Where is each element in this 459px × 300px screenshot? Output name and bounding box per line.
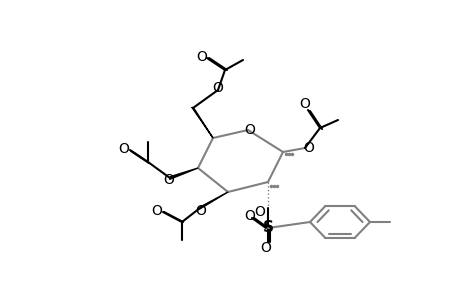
Polygon shape xyxy=(169,168,197,179)
Text: O: O xyxy=(212,81,223,95)
Text: O: O xyxy=(151,204,162,218)
Polygon shape xyxy=(199,192,228,209)
Text: O: O xyxy=(163,173,174,187)
Text: O: O xyxy=(195,204,206,218)
Text: O: O xyxy=(260,241,271,255)
Text: O: O xyxy=(299,97,310,111)
Text: O: O xyxy=(303,141,314,155)
Polygon shape xyxy=(191,107,213,138)
Text: O: O xyxy=(244,209,255,223)
Text: O: O xyxy=(244,123,255,137)
Text: S: S xyxy=(262,220,273,236)
Text: O: O xyxy=(196,50,207,64)
Text: O: O xyxy=(118,142,129,156)
Text: O: O xyxy=(254,205,265,219)
